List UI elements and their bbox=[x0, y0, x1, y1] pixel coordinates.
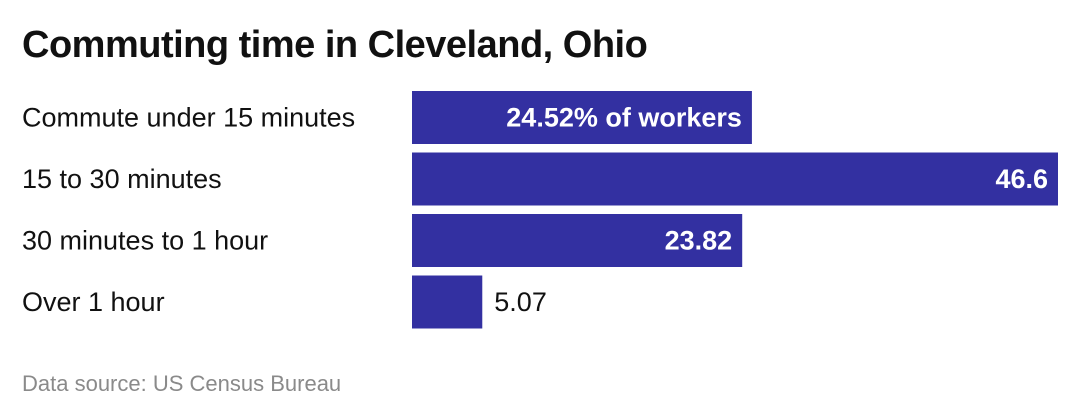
category-label: Over 1 hour bbox=[22, 287, 165, 317]
bar bbox=[412, 91, 752, 144]
bar-value-label: 23.82 bbox=[665, 226, 733, 256]
category-label: 30 minutes to 1 hour bbox=[22, 226, 268, 256]
category-label: Commute under 15 minutes bbox=[22, 103, 355, 133]
bar-value-label: 5.07 bbox=[494, 287, 547, 317]
bar bbox=[412, 152, 1058, 206]
category-label: 15 to 30 minutes bbox=[22, 164, 222, 194]
bar-value-label: 24.52% of workers bbox=[506, 103, 742, 133]
bar-value-label: 46.6 bbox=[995, 164, 1048, 194]
bar bbox=[412, 275, 483, 329]
bar bbox=[412, 214, 743, 267]
data-source-note: Data source: US Census Bureau bbox=[22, 371, 342, 396]
chart-title: Commuting time in Cleveland, Ohio bbox=[22, 24, 648, 66]
